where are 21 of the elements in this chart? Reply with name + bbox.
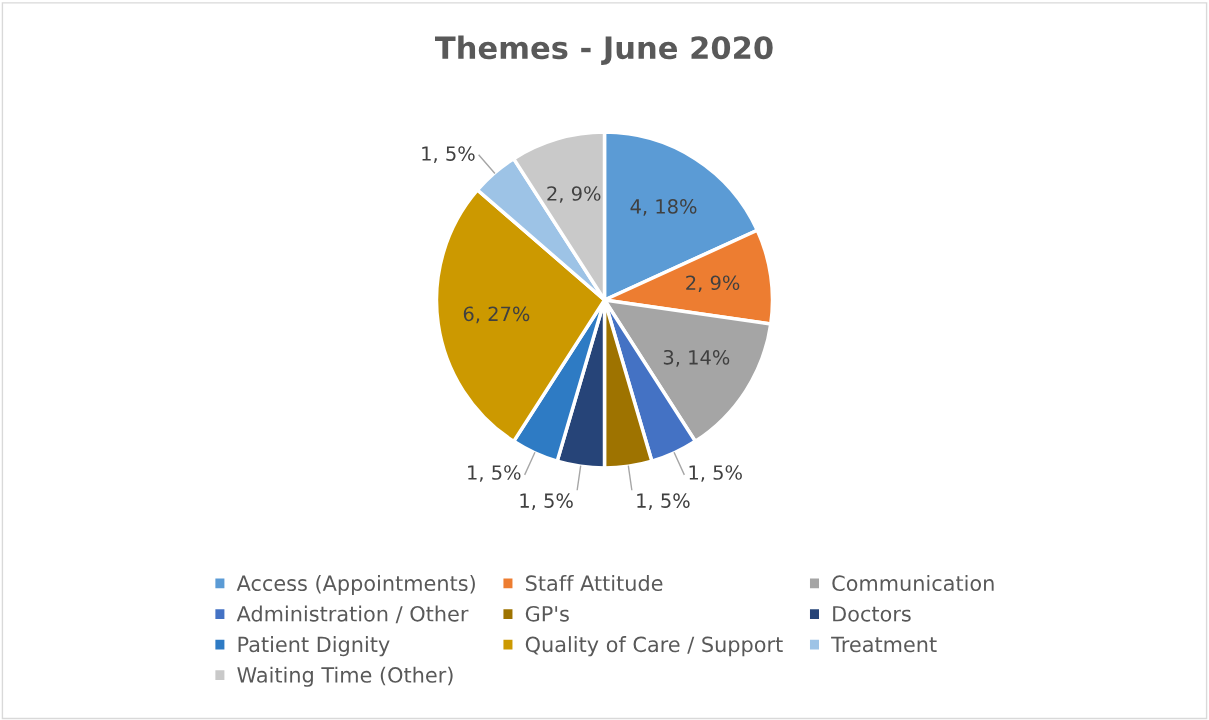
legend-label: Communication (832, 574, 994, 592)
data-label: 2, 9% (686, 275, 740, 293)
legend-label: Administration / Other (236, 605, 469, 624)
legend-label: Access (Appointments) (236, 574, 475, 596)
legend-label: GP's (525, 605, 569, 622)
data-label: 1, 5% (468, 465, 521, 482)
data-label: 1, 5% (689, 465, 742, 482)
data-label: 3, 14% (663, 349, 730, 367)
legend-label: Waiting Time (Other) (237, 666, 453, 687)
data-label: 6, 27% (463, 306, 530, 324)
legend-label: Patient Dignity (238, 636, 390, 657)
legend-label: Quality of Care / Support (525, 636, 783, 657)
chart-title: Themes - June 2020 (435, 35, 773, 65)
data-label: 1, 5% (520, 493, 573, 510)
data-label: 1, 5% (422, 146, 475, 163)
legend-label: Doctors (833, 606, 911, 622)
legend-label: Treatment (831, 636, 937, 653)
data-label: 1, 5% (637, 493, 690, 510)
data-label: 2, 9% (547, 186, 601, 203)
data-label: 4, 18% (630, 199, 697, 216)
legend-label: Staff Attitude (525, 574, 663, 592)
